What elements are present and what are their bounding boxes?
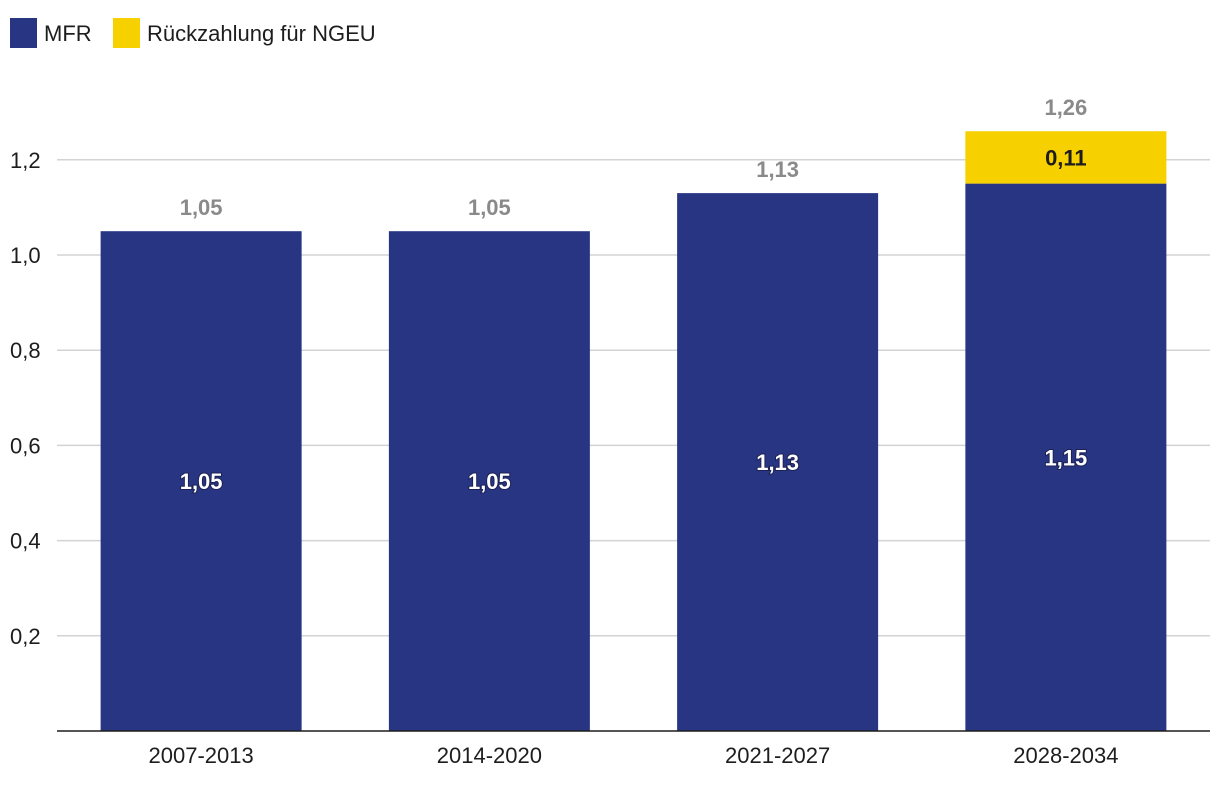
x-category-label: 2021-2027 (725, 743, 830, 768)
legend-swatch-2 (113, 18, 140, 48)
y-tick-label: 1,2 (10, 148, 41, 173)
x-category-label: 2014-2020 (437, 743, 542, 768)
bar-value-label: 0,11 (1045, 145, 1087, 170)
bar-total-label: 1,26 (1044, 95, 1087, 120)
bars (100, 131, 1167, 732)
bar-value-label: 1,05 (468, 469, 511, 494)
legend-swatch-1 (10, 18, 37, 48)
bar-mfr-2021-2027 (677, 193, 879, 731)
y-tick-label: 0,6 (10, 433, 41, 458)
bar-ngeu-2028-2034 (965, 131, 1167, 184)
y-tick-label: 0,4 (10, 529, 41, 554)
bar-mfr-2007-2013 (100, 231, 302, 731)
legend: MFR Rückzahlung für NGEU (10, 18, 376, 48)
bar-value-label: 1,13 (756, 450, 799, 475)
legend-label-1: MFR (44, 21, 92, 46)
bar-total-label: 1,05 (180, 195, 223, 220)
y-tick-label: 0,8 (10, 338, 41, 363)
legend-label-2: Rückzahlung für NGEU (147, 21, 376, 46)
data-labels: 1,05 1,05 1,05 1,05 1,13 1,13 1,15 0,11 1,26 (179, 95, 1089, 495)
bar-total-label: 1,05 (468, 195, 511, 220)
x-category-label: 2028-2034 (1013, 743, 1118, 768)
bar-value-label: 1,15 (1044, 445, 1087, 470)
y-axis-ticks: 0,2 0,4 0,6 0,8 1,0 1,2 (10, 148, 41, 649)
bar-value-label: 1,05 (180, 469, 223, 494)
bar-mfr-2014-2020 (388, 231, 590, 731)
y-tick-label: 1,0 (10, 243, 41, 268)
x-axis: 2007-2013 2014-2020 2021-2027 2028-2034 (57, 730, 1210, 768)
bar-total-label: 1,13 (756, 157, 799, 182)
bar-mfr-2028-2034 (965, 183, 1167, 732)
y-tick-label: 0,2 (10, 624, 41, 649)
x-category-label: 2007-2013 (149, 743, 254, 768)
